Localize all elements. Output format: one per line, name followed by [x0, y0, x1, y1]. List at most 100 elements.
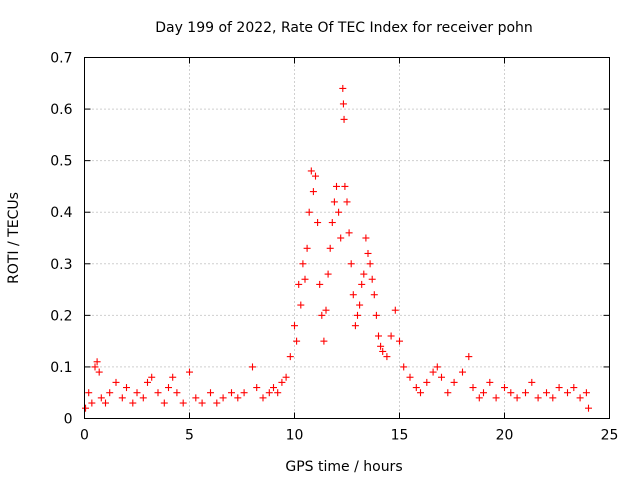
data-point — [93, 358, 101, 366]
data-point — [341, 182, 349, 190]
data-point — [106, 389, 114, 397]
data-point — [534, 394, 542, 402]
data-point — [118, 394, 126, 402]
data-point — [391, 306, 399, 314]
y-tick-label: 0.1 — [50, 360, 72, 376]
data-point — [270, 384, 277, 392]
data-point — [412, 384, 420, 392]
data-point — [349, 291, 357, 299]
data-point — [88, 399, 96, 407]
data-point — [444, 389, 452, 397]
data-point — [318, 311, 326, 319]
data-point — [362, 234, 370, 242]
data-point — [337, 234, 345, 242]
data-point — [501, 384, 508, 392]
data-point — [433, 363, 441, 371]
x-tick-label: 15 — [391, 428, 409, 444]
y-tick-label: 0.7 — [50, 51, 72, 67]
data-point — [345, 229, 353, 237]
data-point — [265, 389, 273, 397]
data-point — [429, 368, 437, 376]
data-point — [423, 378, 431, 386]
x-tick-label: 5 — [185, 428, 194, 444]
data-point — [192, 394, 200, 402]
data-point — [328, 219, 336, 227]
data-point — [330, 198, 338, 206]
data-point — [312, 172, 319, 180]
data-point — [333, 182, 340, 190]
x-tick-label: 0 — [80, 428, 89, 444]
grid-layer — [84, 57, 610, 419]
data-point — [549, 394, 557, 402]
data-point — [307, 167, 315, 175]
data-point — [450, 378, 458, 386]
data-points — [82, 84, 592, 412]
data-point — [358, 280, 366, 288]
data-point — [383, 353, 391, 361]
data-point — [335, 208, 343, 216]
data-point — [417, 389, 424, 397]
data-point — [564, 389, 571, 397]
data-point — [570, 384, 578, 392]
data-point — [400, 363, 408, 371]
y-tick-label: 0.6 — [50, 102, 72, 118]
data-point — [465, 353, 473, 361]
plot-frame — [84, 57, 610, 419]
data-point — [123, 384, 130, 392]
data-point — [339, 84, 347, 92]
data-point — [234, 394, 242, 402]
data-point — [543, 389, 550, 397]
data-point — [585, 404, 592, 412]
x-tick-label: 20 — [496, 428, 514, 444]
data-point — [377, 342, 385, 350]
data-point — [253, 384, 261, 392]
data-point — [97, 394, 105, 402]
y-tick-label: 0.5 — [50, 154, 72, 170]
data-point — [528, 378, 536, 386]
data-point — [305, 208, 313, 216]
data-point — [309, 188, 317, 196]
data-point — [286, 353, 294, 361]
data-point — [297, 301, 305, 309]
chart-title: Day 199 of 2022, Rate Of TEC Index for r… — [155, 20, 533, 36]
data-point — [274, 389, 282, 397]
data-point — [339, 100, 347, 108]
data-point — [475, 394, 483, 402]
data-point — [314, 219, 322, 227]
data-point — [165, 384, 172, 392]
data-point — [347, 260, 355, 268]
data-point — [582, 389, 590, 397]
data-point — [366, 260, 374, 268]
data-point — [576, 394, 584, 402]
data-point — [351, 322, 359, 330]
data-point — [293, 337, 301, 345]
data-point — [486, 378, 494, 386]
data-point — [249, 363, 256, 371]
data-point — [326, 244, 334, 252]
data-point — [139, 394, 147, 402]
x-tick-label: 10 — [286, 428, 304, 444]
data-point — [228, 389, 235, 397]
y-tick-label: 0 — [64, 412, 73, 428]
data-point — [406, 373, 414, 381]
data-point — [368, 275, 376, 283]
data-point — [148, 373, 156, 381]
data-point — [469, 384, 477, 392]
data-point — [324, 270, 332, 278]
data-point — [213, 399, 221, 407]
data-point — [360, 270, 368, 278]
data-point — [522, 389, 529, 397]
data-point — [555, 384, 563, 392]
data-point — [219, 394, 227, 402]
data-point — [322, 306, 330, 314]
data-point — [102, 399, 109, 407]
x-tick-label: 25 — [601, 428, 619, 444]
data-point — [173, 389, 181, 397]
data-point — [320, 337, 328, 345]
data-point — [303, 244, 311, 252]
data-point — [112, 378, 120, 386]
data-point — [375, 332, 382, 340]
data-point — [160, 399, 168, 407]
data-point — [387, 332, 395, 340]
